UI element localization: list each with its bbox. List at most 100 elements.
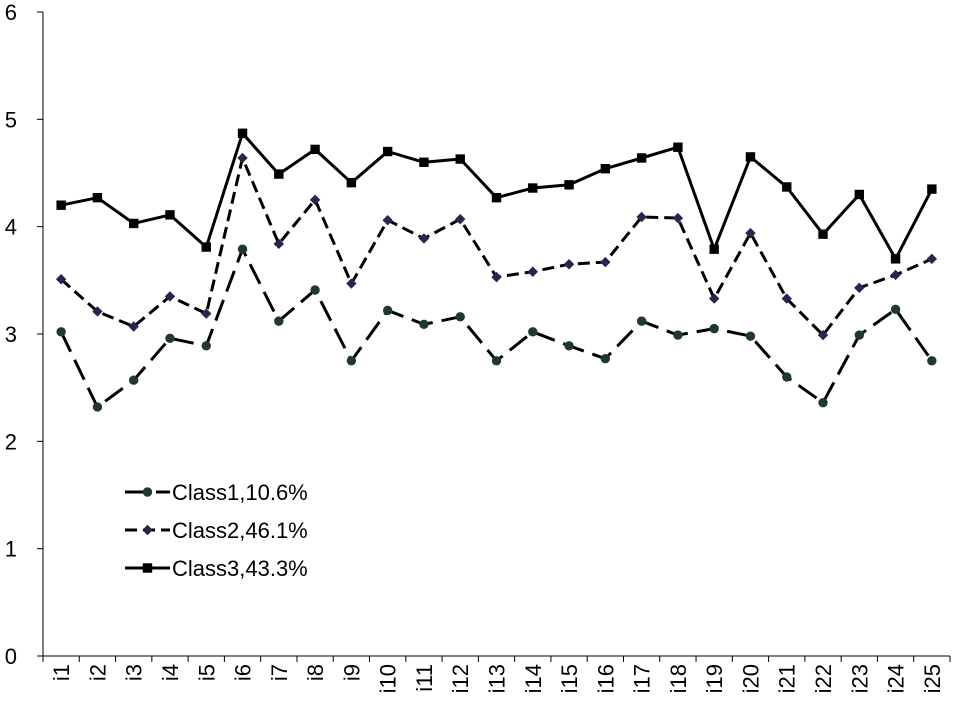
data-point-circle	[818, 397, 828, 408]
y-tick-label: 0	[5, 644, 17, 669]
data-point-diamond	[672, 212, 684, 224]
x-tick-label: i25	[920, 664, 945, 693]
x-tick-label: i24	[884, 664, 909, 693]
data-point-circle	[564, 341, 574, 351]
data-point-square	[636, 153, 647, 163]
y-axis-ticks: 0 1 2 3 4 5 6	[5, 0, 43, 669]
data-point-square	[310, 144, 320, 155]
data-point-square	[382, 146, 393, 157]
x-tick-label: i17	[630, 664, 655, 693]
data-point-diamond	[890, 269, 901, 281]
data-point-circle	[274, 316, 284, 326]
data-point-diamond	[491, 271, 502, 283]
data-point-circle	[600, 353, 611, 364]
x-tick-label: i18	[666, 664, 691, 693]
data-point-diamond	[636, 211, 647, 223]
data-point-square	[854, 189, 864, 200]
y-tick-label: 1	[5, 537, 17, 562]
x-tick-label: i23	[847, 664, 872, 693]
data-point-diamond	[142, 524, 153, 536]
data-point-circle	[854, 330, 864, 340]
data-point-diamond	[600, 256, 611, 268]
y-tick-label: 2	[5, 429, 17, 454]
legend-label: Class1,10.6%	[172, 480, 308, 505]
data-point-circle	[745, 331, 756, 341]
x-tick-label: i5	[194, 664, 219, 681]
data-point-circle	[310, 285, 320, 295]
series-line	[60, 156, 933, 337]
x-tick-label: i12	[448, 664, 473, 693]
data-point-square	[818, 229, 828, 239]
data-point-circle	[56, 327, 66, 337]
x-tick-label: i14	[521, 664, 546, 693]
data-point-square	[165, 210, 175, 220]
x-tick-label: i22	[811, 664, 836, 693]
data-point-circle	[237, 244, 248, 254]
data-point-square	[745, 152, 756, 162]
data-point-circle	[201, 341, 211, 351]
data-point-diamond	[745, 227, 756, 239]
x-tick-label: i20	[738, 664, 763, 693]
data-point-diamond	[926, 253, 938, 265]
y-tick-label: 4	[5, 215, 17, 240]
data-point-diamond	[55, 274, 67, 285]
x-axis-ticks: i1 i2 i3 i4 i5 i6 i7 i8 i9 i10 i11 i12 i13 i14 i15 i16 i…	[42, 656, 951, 693]
series-2	[55, 152, 938, 341]
x-tick-label: i9	[339, 664, 364, 681]
data-point-circle	[709, 323, 719, 334]
data-point-diamond	[418, 233, 430, 244]
data-point-circle	[92, 402, 103, 412]
x-tick-label: i21	[775, 664, 800, 693]
y-tick-label: 6	[5, 0, 17, 25]
data-point-square	[129, 218, 139, 229]
data-point-square	[92, 192, 103, 203]
data-point-circle	[455, 312, 465, 322]
data-point-circle	[782, 372, 792, 382]
legend-item: Class2,46.1%	[125, 518, 308, 543]
data-point-circle	[346, 356, 357, 366]
data-point-square	[600, 164, 611, 174]
data-point-diamond	[346, 278, 357, 289]
data-point-circle	[890, 304, 901, 315]
x-tick-label: i7	[267, 664, 292, 681]
x-tick-label: i13	[485, 664, 510, 693]
data-point-square	[528, 183, 538, 193]
x-tick-label: i3	[122, 664, 147, 681]
series-1	[56, 244, 937, 412]
data-point-diamond	[92, 306, 103, 317]
x-tick-label: i11	[412, 664, 437, 692]
data-point-square	[142, 563, 153, 573]
x-tick-label: i19	[702, 664, 727, 693]
data-point-circle	[528, 327, 538, 337]
data-point-circle	[382, 305, 393, 316]
x-tick-label: i8	[303, 664, 328, 681]
data-point-diamond	[273, 238, 285, 250]
data-point-circle	[673, 330, 683, 340]
data-point-diamond	[708, 293, 720, 304]
data-point-square	[782, 182, 792, 192]
data-point-diamond	[854, 282, 865, 294]
data-point-diamond	[237, 152, 248, 164]
data-point-circle	[142, 487, 153, 497]
data-point-square	[237, 128, 248, 138]
x-tick-label: i16	[593, 664, 618, 693]
x-tick-label: i1	[49, 664, 74, 681]
legend: Class1,10.6% Class2,46.1% Class3,43.3%	[125, 480, 308, 581]
data-point-diamond	[382, 215, 393, 226]
data-point-circle	[491, 356, 502, 366]
data-point-square	[201, 242, 211, 252]
data-point-square	[346, 177, 357, 188]
x-tick-label: i4	[158, 664, 183, 681]
data-point-diamond	[527, 266, 538, 277]
y-tick-label: 3	[5, 322, 17, 347]
data-point-diamond	[781, 293, 792, 304]
data-point-square	[890, 254, 901, 264]
data-point-square	[455, 154, 465, 164]
data-point-circle	[165, 333, 175, 343]
x-tick-label: i6	[231, 664, 256, 681]
data-point-square	[927, 184, 937, 194]
data-point-square	[419, 157, 429, 167]
data-point-circle	[927, 356, 937, 366]
data-point-circle	[636, 316, 647, 326]
data-point-diamond	[128, 321, 139, 332]
